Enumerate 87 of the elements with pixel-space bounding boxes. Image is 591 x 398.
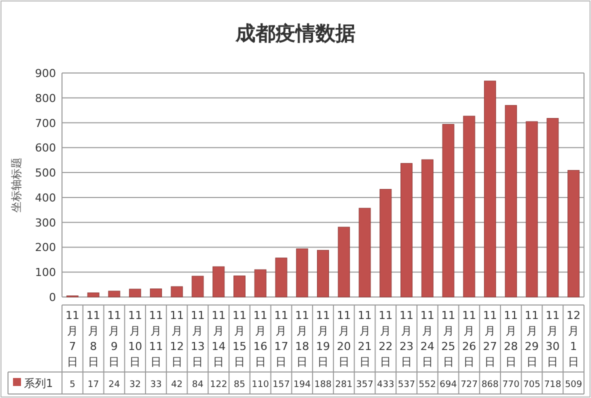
y-tick-label: 300 bbox=[35, 216, 56, 230]
x-tick-label: 11月21日 bbox=[358, 309, 372, 368]
x-tick-label: 11月13日 bbox=[190, 309, 205, 368]
bar bbox=[484, 80, 496, 298]
data-label: 33 bbox=[150, 380, 162, 390]
x-tick-label: 11月23日 bbox=[400, 309, 414, 368]
y-tick-label: 900 bbox=[35, 67, 56, 80]
x-tick-label: 11月11日 bbox=[148, 309, 163, 368]
x-tick-label: 11月27日 bbox=[483, 309, 498, 368]
x-tick-label: 11月16日 bbox=[253, 309, 268, 368]
x-tick-label: 11月15日 bbox=[232, 309, 246, 368]
x-tick-label: 11月7日 bbox=[65, 309, 80, 368]
bar bbox=[254, 269, 266, 298]
x-tick-label: 11月17日 bbox=[274, 309, 288, 368]
y-tick-label: 800 bbox=[35, 92, 56, 105]
data-label: 433 bbox=[377, 380, 394, 390]
bar bbox=[463, 116, 476, 298]
bar bbox=[108, 290, 120, 298]
data-label: 770 bbox=[502, 380, 520, 390]
bar bbox=[233, 276, 246, 298]
bar bbox=[358, 208, 371, 298]
data-label: 188 bbox=[314, 380, 332, 390]
bar bbox=[296, 248, 308, 298]
y-axis-title: 坐标轴标题 bbox=[10, 158, 23, 212]
bar bbox=[212, 266, 225, 298]
x-tick-label: 11月10日 bbox=[128, 309, 142, 368]
data-label: 705 bbox=[523, 380, 540, 390]
data-label: 122 bbox=[210, 380, 228, 390]
x-tick-label: 11月19日 bbox=[316, 309, 330, 368]
bar bbox=[170, 286, 183, 298]
data-label: 194 bbox=[294, 380, 311, 390]
x-tick-label: 11月8日 bbox=[86, 309, 100, 368]
data-label: 727 bbox=[460, 380, 478, 390]
data-label: 868 bbox=[481, 380, 499, 390]
x-tick-label: 11月26日 bbox=[462, 309, 476, 368]
data-label: 552 bbox=[418, 380, 436, 390]
x-tick-label: 12月1日 bbox=[566, 309, 581, 368]
bar bbox=[526, 121, 538, 298]
bar bbox=[568, 170, 580, 298]
bar bbox=[380, 188, 392, 298]
data-label: 509 bbox=[564, 380, 582, 390]
bar bbox=[87, 292, 100, 298]
y-tick-label: 400 bbox=[35, 191, 56, 204]
data-label: 24 bbox=[108, 380, 120, 390]
y-tick-label: 700 bbox=[35, 116, 56, 130]
y-tick-label: 500 bbox=[35, 166, 56, 180]
data-label: 42 bbox=[171, 380, 183, 390]
bar bbox=[192, 276, 204, 298]
bar bbox=[317, 250, 329, 298]
bar bbox=[150, 288, 162, 298]
data-label: 32 bbox=[129, 380, 141, 390]
bar bbox=[504, 105, 517, 298]
data-label: 17 bbox=[88, 380, 100, 390]
bar bbox=[421, 159, 434, 298]
bar bbox=[338, 226, 350, 298]
data-label: 357 bbox=[356, 380, 374, 390]
bar bbox=[442, 124, 454, 298]
x-tick-label: 11月25日 bbox=[441, 309, 456, 368]
data-label: 84 bbox=[192, 380, 204, 390]
x-tick-label: 11月9日 bbox=[107, 309, 122, 368]
y-tick-label: 0 bbox=[49, 291, 56, 304]
data-label: 537 bbox=[398, 380, 416, 390]
y-tick-label: 200 bbox=[35, 241, 56, 254]
x-tick-label: 11月20日 bbox=[336, 309, 351, 368]
x-tick-label: 11月30日 bbox=[546, 309, 560, 368]
x-tick-label: 11月24日 bbox=[420, 309, 434, 368]
y-tick-label: 600 bbox=[35, 142, 56, 155]
y-tick-label: 100 bbox=[35, 266, 56, 280]
x-tick-label: 11月29日 bbox=[524, 309, 539, 368]
x-tick-label: 11月28日 bbox=[504, 309, 518, 368]
bar bbox=[400, 163, 413, 298]
data-label: 157 bbox=[272, 380, 290, 390]
legend-label: 系列1 bbox=[24, 377, 53, 390]
data-label: 718 bbox=[544, 380, 562, 390]
x-tick-label: 11月18日 bbox=[295, 309, 310, 368]
bar bbox=[546, 118, 559, 298]
x-tick-label: 11月12日 bbox=[170, 309, 184, 368]
chart-title: 成都疫情数据 bbox=[234, 21, 356, 45]
x-tick-label: 11月14日 bbox=[212, 309, 226, 368]
data-label: 85 bbox=[234, 380, 246, 390]
x-tick-label: 11月22日 bbox=[378, 309, 393, 368]
data-label: 281 bbox=[335, 380, 352, 390]
data-label: 694 bbox=[440, 380, 458, 390]
data-label: 5 bbox=[70, 380, 76, 390]
data-label: 110 bbox=[252, 380, 270, 390]
bar bbox=[275, 258, 288, 298]
bar bbox=[129, 288, 142, 298]
